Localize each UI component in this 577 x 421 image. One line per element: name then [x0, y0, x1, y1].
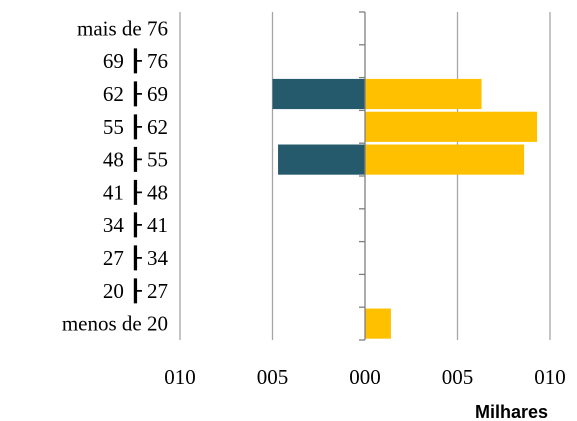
gridlines [179, 12, 551, 340]
bar-right-7 [365, 78, 482, 110]
bars [272, 78, 538, 339]
category-label-4: 41 ┠ 48 [103, 179, 168, 205]
x-tick-label-2: 000 [349, 365, 381, 389]
category-label-2: 27 ┠ 34 [103, 245, 169, 271]
category-label-6: 55 ┠ 62 [103, 114, 168, 140]
category-label-9: mais de 76 [77, 16, 168, 40]
bar-right-5 [365, 144, 525, 175]
x-tick-labels: 010 005 000 005 010 [164, 365, 566, 389]
category-label-3: 34 ┠ 41 [103, 212, 168, 238]
category-label-1: 20 ┠ 27 [103, 278, 168, 304]
category-label-0: menos de 20 [62, 312, 168, 336]
x-tick-label-1: 005 [257, 365, 289, 389]
x-tick-label-0: 010 [164, 365, 196, 389]
category-label-8: 69 ┠ 76 [103, 48, 168, 74]
x-axis-unit-label: Milhares [475, 402, 548, 421]
bar-right-0 [365, 308, 391, 339]
category-label-7: 62 ┠ 69 [103, 81, 168, 107]
bar-left-7 [272, 78, 365, 110]
center-axis [359, 11, 366, 341]
category-labels: menos de 20 20 ┠ 27 27 ┠ 34 34 ┠ 41 41 ┠ 48 4… [62, 16, 169, 335]
category-label-5: 48 ┠ 55 [103, 147, 168, 173]
bar-left-5 [278, 144, 365, 175]
bar-right-6 [365, 111, 538, 142]
x-tick-label-3: 005 [442, 365, 474, 389]
x-tick-label-4: 010 [534, 365, 566, 389]
